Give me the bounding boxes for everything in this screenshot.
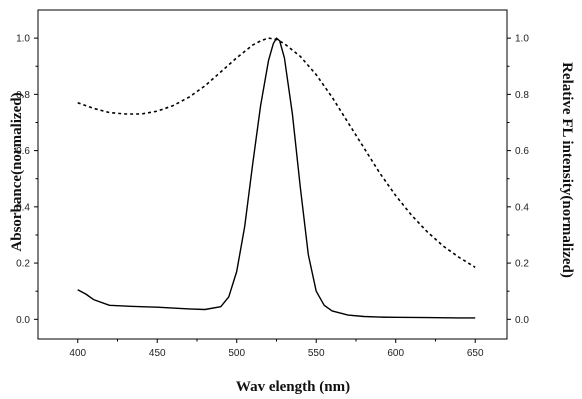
absorbance-series-line	[77, 37, 476, 268]
x-tick-label: 600	[387, 348, 404, 359]
y-axis-label-right: Relative FL intensity(normalized)	[559, 62, 575, 278]
y-tick-label-left: 0.8	[16, 90, 30, 101]
y-tick-label-right: 0.0	[515, 315, 529, 326]
y-tick-label-left: 0.4	[16, 202, 30, 213]
y-tick-label-right: 1.0	[515, 34, 529, 45]
y-tick-label-left: 0.2	[16, 259, 30, 270]
x-tick-label: 550	[308, 348, 325, 359]
y-tick-label-left: 1.0	[16, 34, 30, 45]
y-axis-label-left: Absorbance(normalized)	[9, 92, 25, 251]
x-tick-label: 450	[149, 348, 166, 359]
y-tick-label-left: 0.6	[16, 146, 30, 157]
x-tick-label: 400	[69, 348, 86, 359]
x-tick-label: 500	[228, 348, 245, 359]
y-tick-label-left: 0.0	[16, 315, 30, 326]
y-tick-label-right: 0.4	[515, 202, 529, 213]
plot-border	[37, 9, 508, 340]
x-tick-label: 650	[467, 348, 484, 359]
y-tick-label-right: 0.6	[515, 146, 529, 157]
x-axis-label: Wav elength (nm)	[236, 379, 350, 395]
y-tick-label-right: 0.8	[515, 90, 529, 101]
fluorescence-series-line	[77, 37, 476, 319]
y-tick-label-right: 0.2	[515, 259, 529, 270]
